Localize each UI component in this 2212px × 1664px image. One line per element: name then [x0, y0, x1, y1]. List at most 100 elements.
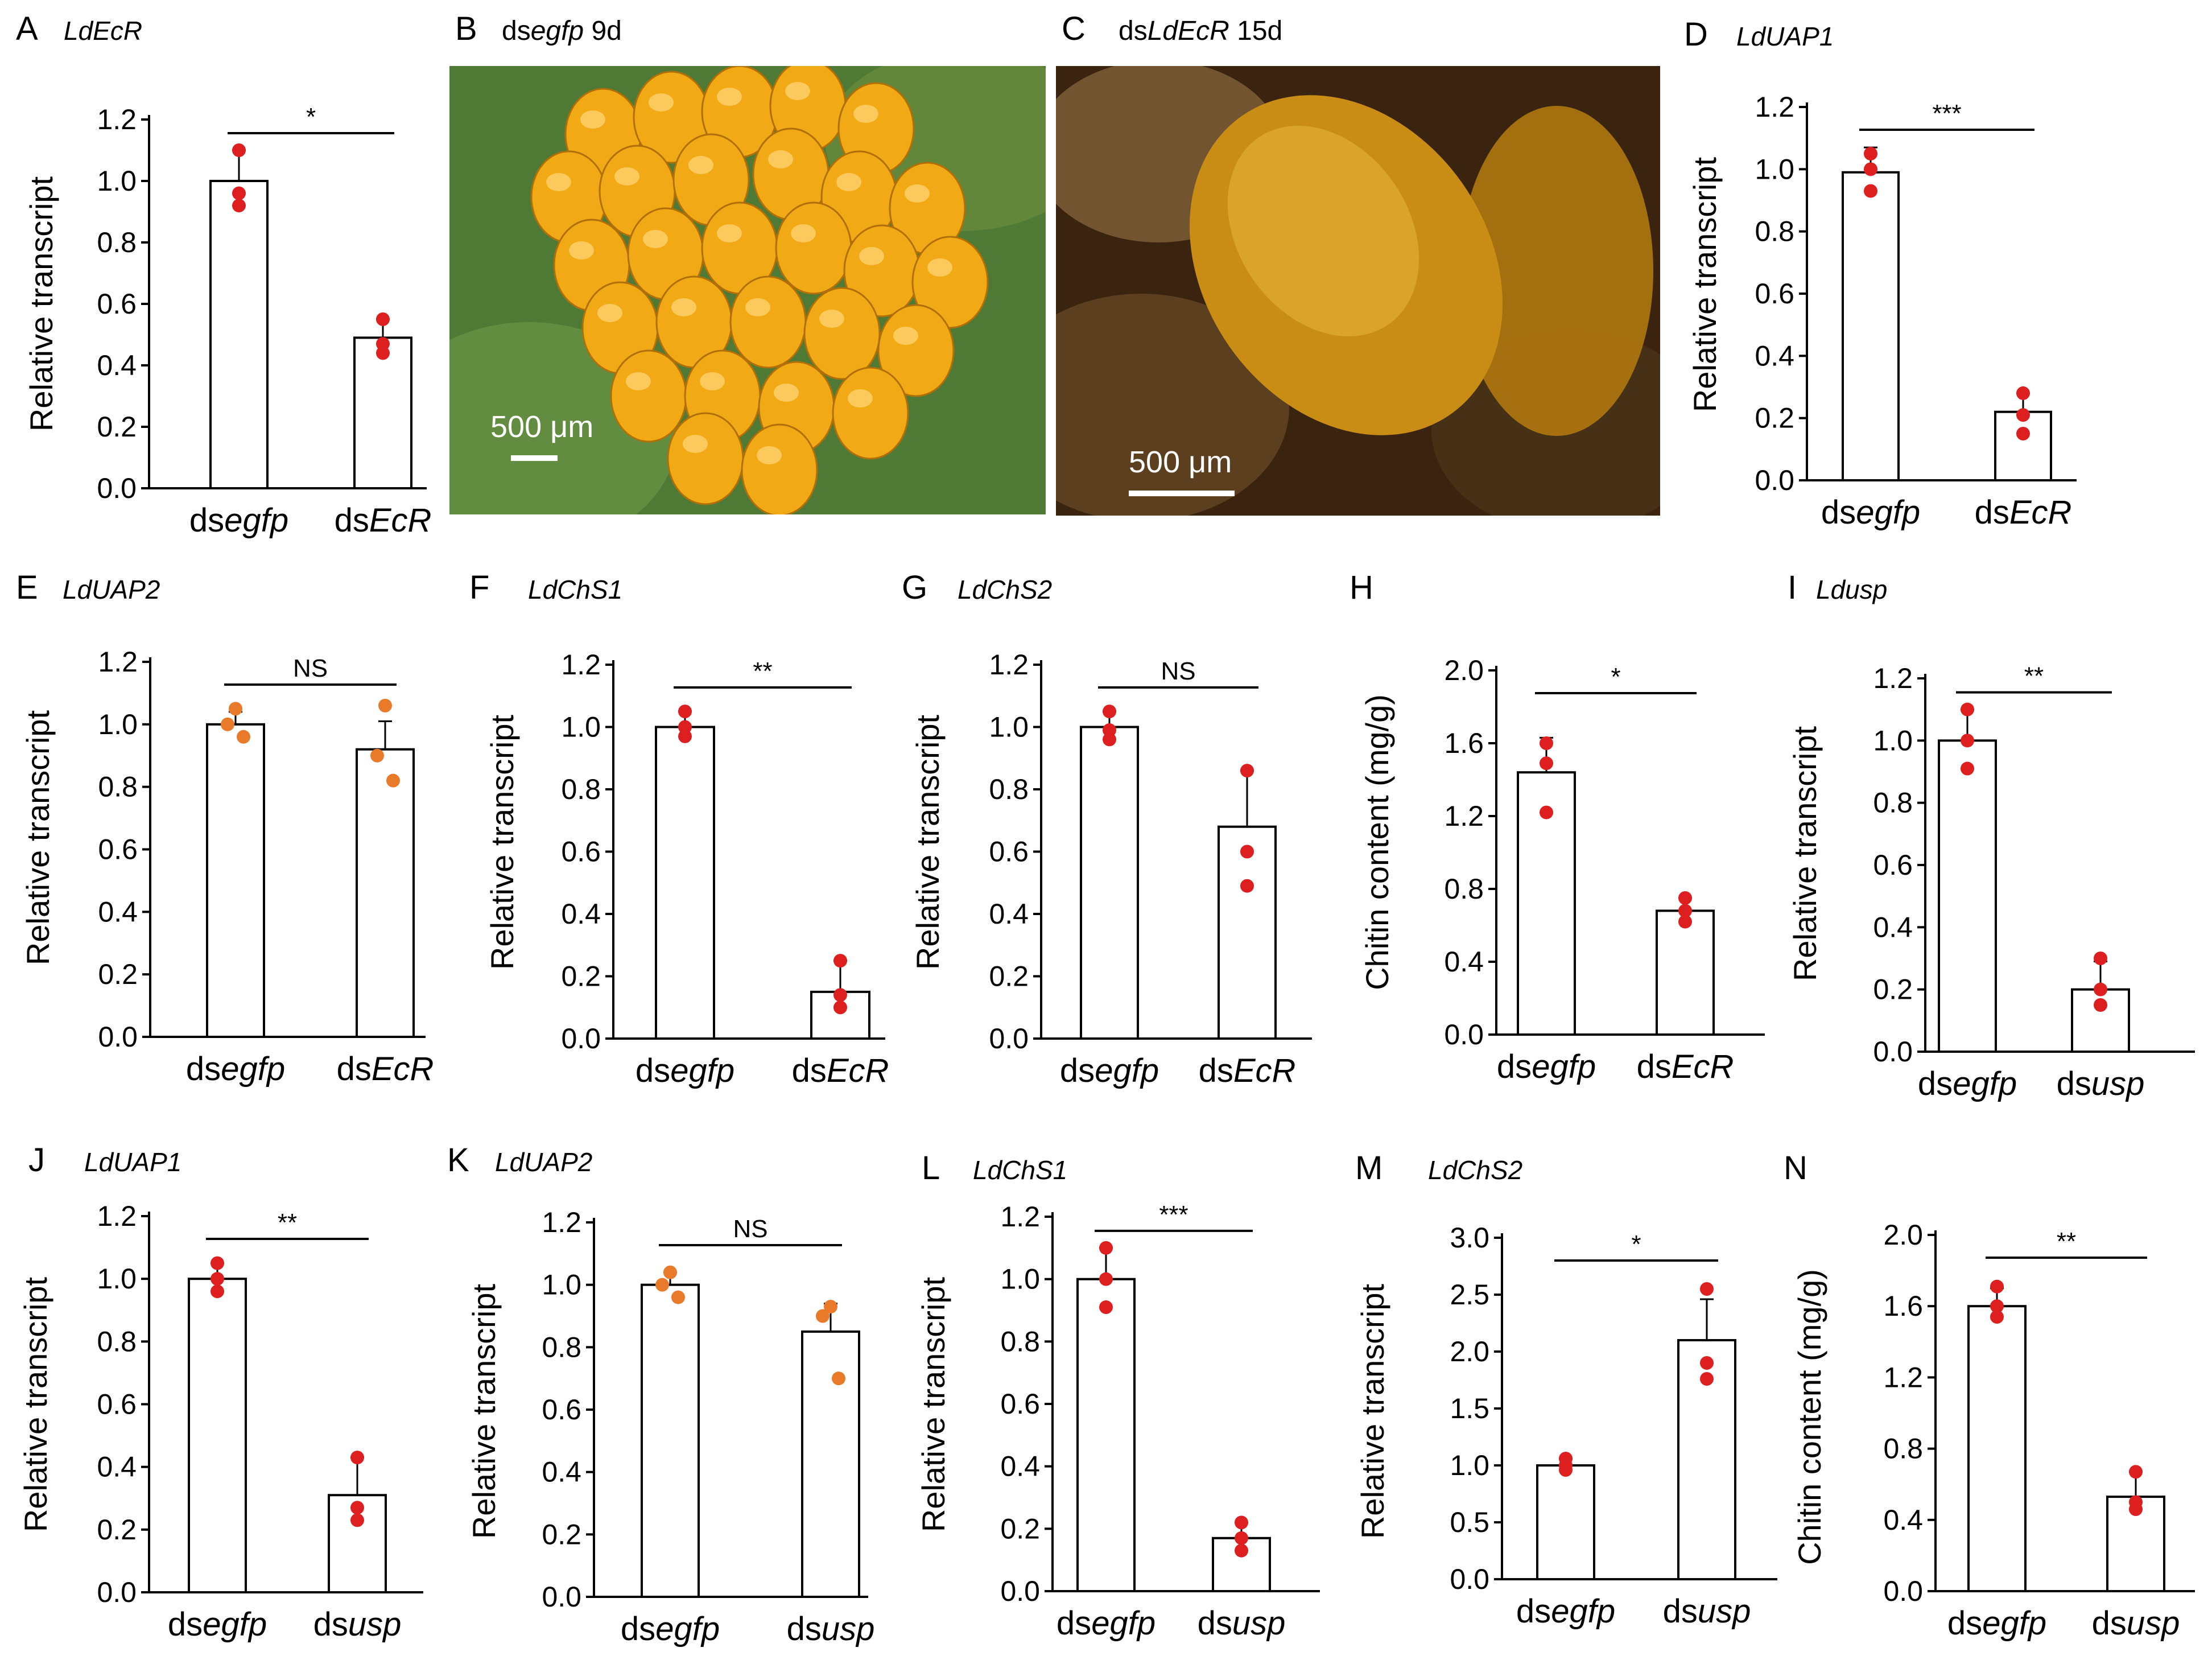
- data-point: [1099, 1241, 1113, 1255]
- y-axis-title: Relative transcript: [20, 710, 56, 965]
- y-tick-label: 0.0: [1450, 1563, 1489, 1595]
- y-tick-label: 0.2: [1000, 1513, 1040, 1544]
- y-tick-label: 0.4: [98, 896, 138, 928]
- egg: [610, 349, 687, 443]
- chart-panel-A: A LdEcR 0.0 0.2 0.4 0.6 0.8 1.0 1.2 Relative tran…: [16, 10, 431, 539]
- x-category-label: dsusp: [2092, 1605, 2180, 1642]
- x-category-label: dsusp: [313, 1606, 402, 1643]
- bar: [1938, 739, 1997, 1053]
- y-tick-label: 0.5: [1450, 1506, 1489, 1538]
- data-point: [211, 1272, 224, 1286]
- y-tick-label: 0.8: [1883, 1433, 1923, 1465]
- data-point: [232, 143, 246, 157]
- y-tick-label: 1.2: [97, 1200, 137, 1232]
- x-category-label: dsegfp: [1057, 1605, 1155, 1642]
- caption-suffix: 15d: [1229, 16, 1282, 46]
- y-tick-label: 0.0: [1755, 464, 1794, 496]
- chart-panel-J: J LdUAP1 0.0 0.2 0.4 0.6 0.8 1.0 1.2 Relative tra…: [18, 1142, 423, 1643]
- y-tick-label: 1.2: [97, 104, 137, 135]
- category-name: usp: [2091, 1065, 2145, 1102]
- data-point: [1961, 734, 1974, 748]
- chart-panel-E: E LdUAP2 0.0 0.2 0.4 0.6 0.8 1.0 1.2 Relative tra…: [16, 569, 434, 1088]
- significance-label: ***: [1159, 1201, 1188, 1229]
- egg-highlight: [819, 310, 844, 328]
- y-tick-label: 1.0: [1000, 1263, 1040, 1295]
- data-point: [816, 1309, 830, 1323]
- y-tick-label: 0.0: [989, 1023, 1029, 1055]
- y-tick-label: 0.2: [97, 1514, 137, 1546]
- y-tick-label: 0.6: [1000, 1388, 1040, 1420]
- bar: [1842, 171, 1900, 481]
- y-tick-label: 1.2: [1755, 91, 1794, 123]
- category-name: egfp: [1953, 1065, 2017, 1102]
- y-axis-title: Relative transcript: [484, 714, 520, 970]
- bar: [655, 726, 715, 1040]
- data-point: [376, 312, 390, 326]
- bar: [1967, 1305, 2027, 1592]
- y-axis-title: Chitin content (mg/g): [1792, 1269, 1827, 1565]
- x-category-label: dsegfp: [168, 1606, 267, 1643]
- category-prefix: ds: [335, 502, 369, 539]
- egg: [775, 201, 852, 295]
- y-tick-label: 0.2: [97, 411, 137, 443]
- y-tick-label: 0.4: [561, 898, 601, 930]
- y-tick-label: 0.2: [1873, 974, 1913, 1006]
- category-name: egfp: [670, 1052, 734, 1089]
- category-name: egfp: [203, 1606, 267, 1643]
- category-name: egfp: [1091, 1605, 1155, 1642]
- y-tick-label: 1.0: [1873, 724, 1913, 756]
- category-prefix: ds: [1198, 1605, 1232, 1642]
- y-tick-label: 0.6: [97, 288, 137, 320]
- data-point: [663, 1265, 677, 1279]
- y-tick-label: 0.6: [98, 834, 138, 866]
- x-category-label: dsegfp: [1947, 1605, 2046, 1642]
- category-prefix: ds: [1975, 494, 2009, 531]
- egg-highlight: [853, 105, 878, 123]
- y-axis-title: Relative transcript: [915, 1276, 951, 1532]
- category-prefix: ds: [2092, 1605, 2127, 1642]
- caption-gene: egfp: [531, 16, 584, 46]
- data-point: [1864, 162, 1877, 176]
- bar: [1536, 1464, 1595, 1580]
- category-name: usp: [2127, 1605, 2180, 1642]
- bar: [1218, 825, 1277, 1040]
- category-prefix: ds: [1060, 1052, 1095, 1089]
- chart-title: LdUAP1: [84, 1147, 181, 1177]
- category-name: EcR: [827, 1052, 889, 1089]
- data-point: [1099, 1300, 1113, 1315]
- data-point: [833, 1000, 847, 1015]
- category-prefix: ds: [1637, 1048, 1672, 1085]
- data-point: [232, 186, 246, 200]
- chart-title: LdChS1: [528, 575, 622, 604]
- data-point: [1700, 1356, 1714, 1370]
- chart-title: LdEcR: [64, 16, 142, 46]
- data-point: [2016, 427, 2030, 440]
- egg-highlight: [893, 327, 918, 345]
- category-prefix: ds: [621, 1611, 655, 1647]
- y-tick-label: 1.0: [1755, 153, 1794, 185]
- panel-letter: B: [455, 10, 477, 47]
- scale-bar-label: 500 μm: [490, 410, 593, 444]
- data-point: [350, 1513, 364, 1527]
- category-name: usp: [1232, 1605, 1286, 1642]
- data-point: [2129, 1502, 2143, 1517]
- egg: [877, 304, 955, 397]
- y-tick-label: 1.0: [542, 1269, 581, 1301]
- scale-bar: [1129, 491, 1235, 496]
- egg-highlight: [688, 156, 713, 174]
- y-tick-label: 1.2: [542, 1206, 581, 1238]
- data-point: [211, 1256, 224, 1270]
- y-tick-label: 1.2: [1873, 662, 1913, 694]
- data-point: [2016, 386, 2030, 400]
- data-point: [350, 1501, 364, 1515]
- y-tick-label: 1.0: [561, 711, 601, 743]
- y-tick-label: 0.2: [98, 958, 138, 990]
- y-tick-label: 0.4: [1755, 340, 1794, 372]
- y-axis-title: Relative transcript: [466, 1283, 502, 1539]
- category-prefix: ds: [168, 1606, 203, 1643]
- egg-highlight: [927, 258, 952, 277]
- egg: [803, 287, 881, 380]
- panel-letter: D: [1684, 16, 1708, 53]
